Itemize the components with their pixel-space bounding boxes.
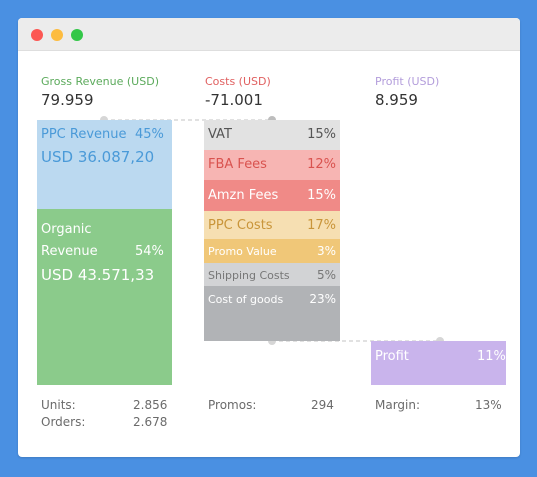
ppc-revenue-amount: USD 36.087,20 — [41, 148, 155, 166]
promos-label: Promos: — [208, 398, 257, 412]
organic-revenue-percent: 54% — [135, 244, 164, 259]
margin-label: Margin: — [375, 398, 421, 412]
title-bar — [18, 18, 520, 51]
cost-row-fba-fees[interactable]: FBA Fees 12% — [204, 150, 340, 180]
ppc-revenue-label: PPC Revenue — [41, 127, 127, 142]
gross-revenue-value: 79.959 — [41, 91, 94, 109]
organic-revenue-label-line2: Revenue — [41, 244, 98, 259]
profit-label: Profit (USD) — [375, 75, 440, 88]
costs-value: -71.001 — [205, 91, 263, 109]
costs-label: Costs (USD) — [205, 75, 271, 88]
cost-percent: 3% — [316, 244, 336, 258]
cost-row-cost-of-goods[interactable]: Cost of goods 23% — [204, 286, 340, 341]
cost-row-promo-value[interactable]: Promo Value 3% — [204, 239, 340, 263]
gross-revenue-label: Gross Revenue (USD) — [41, 75, 159, 88]
cost-row-ppc-costs[interactable]: PPC Costs 17% — [204, 211, 340, 239]
profit-value: 8.959 — [375, 91, 418, 109]
units-value: 2.856 — [133, 398, 168, 412]
cost-label: Cost of goods — [208, 293, 284, 306]
cost-percent: 23% — [309, 292, 336, 306]
cost-percent: 12% — [307, 157, 336, 172]
margin-value: 13% — [475, 398, 502, 412]
cost-percent: 5% — [316, 268, 336, 282]
cost-label: Promo Value — [208, 245, 277, 258]
cost-row-amzn-fees[interactable]: Amzn Fees 15% — [204, 180, 340, 211]
cost-percent: 17% — [307, 218, 336, 233]
units-label: Units: — [41, 398, 76, 412]
ppc-revenue-percent: 45% — [135, 127, 164, 142]
cost-row-shipping-costs[interactable]: Shipping Costs 5% — [204, 263, 340, 286]
cost-label: Shipping Costs — [208, 269, 290, 282]
orders-value: 2.678 — [133, 415, 168, 429]
ppc-revenue-block[interactable] — [37, 120, 172, 209]
organic-revenue-label-line1: Organic — [41, 222, 92, 237]
cost-row-vat[interactable]: VAT 15% — [204, 120, 340, 150]
cost-label: FBA Fees — [208, 157, 267, 172]
cost-label: PPC Costs — [208, 218, 273, 233]
cost-percent: 15% — [307, 188, 336, 203]
profit-block-percent: 11% — [477, 349, 506, 364]
cost-percent: 15% — [307, 127, 336, 142]
cost-label: Amzn Fees — [208, 188, 279, 203]
organic-revenue-amount: USD 43.571,33 — [41, 266, 155, 284]
orders-label: Orders: — [41, 415, 86, 429]
maximize-window-icon[interactable] — [71, 29, 83, 41]
profit-block[interactable] — [371, 341, 506, 385]
profit-block-label: Profit — [375, 349, 409, 364]
organic-revenue-block[interactable] — [37, 209, 172, 385]
minimize-window-icon[interactable] — [51, 29, 63, 41]
promos-value: 294 — [311, 398, 334, 412]
close-window-icon[interactable] — [31, 29, 43, 41]
cost-label: VAT — [208, 127, 232, 142]
